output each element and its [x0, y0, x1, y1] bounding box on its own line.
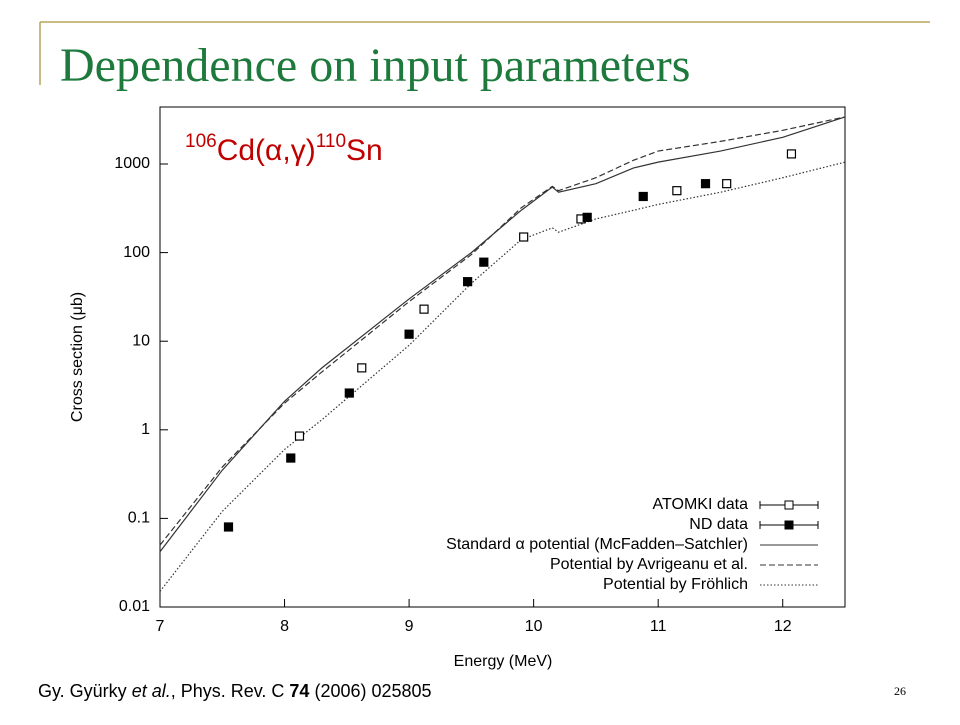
product: Sn [346, 134, 383, 167]
data-point [582, 212, 592, 222]
slide-title: Dependence on input parameters [60, 39, 690, 92]
reaction: Cd(α,γ) [217, 134, 316, 167]
reaction-label: 106Cd(α,γ)110Sn [185, 131, 383, 167]
x-tick-label: 11 [650, 618, 667, 635]
journal: , Phys. Rev. C [171, 681, 290, 701]
sup: 110 [316, 131, 346, 152]
x-axis-label: Energy (MeV) [454, 653, 553, 670]
data-point [286, 453, 296, 463]
data-point [294, 431, 305, 441]
page-number: 26 [894, 684, 906, 698]
data-point [357, 363, 367, 373]
curve [159, 116, 846, 546]
legend-label: Potential by Fröhlich [603, 576, 748, 593]
x-tick-label: 9 [405, 618, 414, 635]
curve [159, 116, 846, 553]
x-tick-label: 7 [156, 618, 165, 635]
y-tick-label: 1000 [114, 155, 150, 172]
y-tick-label: 100 [123, 244, 150, 261]
x-tick-label: 12 [774, 618, 792, 635]
legend-sample [784, 500, 794, 510]
data-point [344, 388, 354, 398]
y-tick-label: 0.1 [128, 510, 150, 527]
data-point [479, 257, 489, 267]
x-tick-label: 8 [280, 618, 289, 635]
data-point [419, 304, 429, 314]
legend-label: Potential by Avrigeanu et al. [550, 556, 748, 573]
legend-sample [784, 520, 794, 530]
sup: 106 [185, 131, 217, 152]
legend-label: ND data [689, 516, 748, 533]
data-point [223, 522, 234, 532]
data-point [700, 179, 711, 189]
data-point [638, 191, 648, 202]
authors: Gy. Gyürky [38, 681, 132, 701]
data-point [672, 186, 682, 196]
plot-frame [159, 106, 846, 608]
volume: 74 [289, 681, 309, 701]
citation: Gy. Gyürky et al., Phys. Rev. C 74 (2006… [38, 681, 432, 701]
legend-label: Standard α potential (McFadden–Satchler) [446, 536, 748, 553]
y-tick-label: 0.01 [119, 598, 150, 615]
y-tick-label: 10 [132, 332, 150, 349]
y-tick-label: 1 [141, 421, 150, 438]
legend-label: ATOMKI data [653, 496, 749, 513]
data-point [463, 277, 473, 287]
data-point [404, 329, 414, 339]
data-point [519, 232, 529, 242]
y-axis-label: Cross section (μb) [69, 292, 86, 422]
data-point [786, 149, 797, 159]
etal: et al. [132, 681, 171, 701]
rest: (2006) 025805 [309, 681, 431, 701]
data-point [722, 179, 732, 189]
x-tick-label: 10 [525, 618, 543, 635]
